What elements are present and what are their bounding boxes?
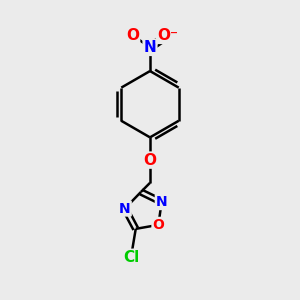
Text: O: O bbox=[126, 28, 139, 43]
Text: N: N bbox=[119, 202, 131, 215]
Text: Cl: Cl bbox=[123, 250, 139, 265]
Text: O⁻: O⁻ bbox=[157, 28, 178, 43]
Text: O: O bbox=[152, 218, 164, 232]
Text: N: N bbox=[144, 40, 156, 55]
Text: N: N bbox=[156, 195, 167, 209]
Text: O: O bbox=[143, 153, 157, 168]
